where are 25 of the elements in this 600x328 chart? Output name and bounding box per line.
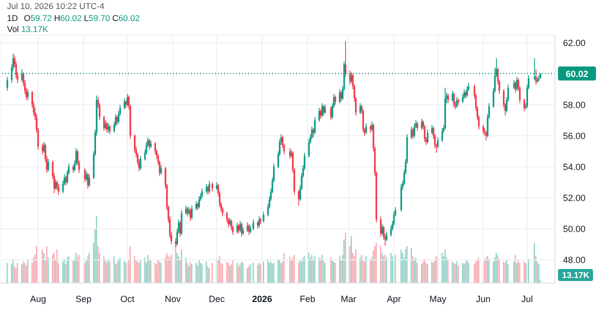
- y-tick-label: 52.00: [563, 192, 586, 203]
- x-tick-label: Aug: [30, 294, 46, 304]
- y-tick-label: 54.00: [563, 162, 586, 172]
- x-tick-label: Feb: [300, 294, 316, 304]
- x-tick-label: Sep: [75, 294, 92, 304]
- x-tick-label: Mar: [340, 294, 356, 304]
- text: Jul 10, 2026 10:22 UTC-4: [7, 1, 104, 11]
- chart-subtitle: O59.72 H60.02 L59.70 C60.02: [24, 13, 140, 23]
- chart-title: 1D: [7, 13, 18, 23]
- x-tick-label: Jul: [521, 294, 533, 304]
- y-tick-label: 48.00: [563, 254, 586, 265]
- text: Vol 13.17K: [7, 24, 48, 34]
- ref-line-label: 60.02: [566, 68, 588, 79]
- x-tick-label: May: [429, 294, 447, 304]
- x-tick-label: Dec: [208, 294, 226, 304]
- x-tick-label: Apr: [386, 294, 401, 304]
- x-tick-label: Nov: [164, 294, 182, 304]
- text: 13.17K: [558, 269, 594, 281]
- y-tick-label: 62.00: [563, 38, 586, 48]
- y-tick-label: 56.00: [563, 130, 586, 141]
- x-tick-label: Oct: [120, 294, 135, 304]
- y-tick-label: 58.00: [563, 100, 586, 110]
- x-tick-label: Jun: [476, 294, 491, 304]
- y-tick-label: 50.00: [563, 224, 586, 234]
- x-tick-label: 2026: [252, 294, 272, 304]
